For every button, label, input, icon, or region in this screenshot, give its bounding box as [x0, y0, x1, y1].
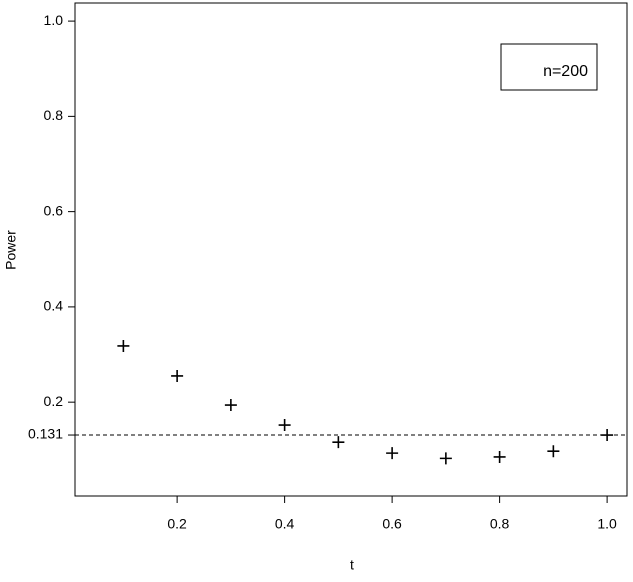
point: [117, 339, 130, 352]
x-axis-title: t: [350, 557, 354, 573]
plot-frame: [74, 2, 628, 497]
legend-text: n=200: [543, 63, 588, 80]
y-tick-label: 0.2: [44, 393, 64, 409]
point: [224, 399, 237, 412]
y-axis-title: Power: [3, 230, 19, 270]
point: [601, 429, 614, 442]
x-tick-label: 0.2: [167, 516, 187, 532]
point: [278, 419, 291, 432]
x-tick-label: 1.0: [597, 516, 617, 532]
point: [547, 445, 560, 458]
x-tick-label: 0.4: [275, 516, 295, 532]
y-tick-label: 0.6: [44, 202, 64, 218]
y-tick-label: 0.4: [44, 298, 64, 314]
legend-box: [500, 43, 598, 91]
point: [171, 369, 184, 382]
point: [439, 452, 452, 465]
point: [493, 450, 506, 463]
y-tick-label: 0.8: [44, 107, 64, 123]
point: [386, 447, 399, 460]
point: [332, 436, 345, 449]
y-tick-label: 1.0: [44, 12, 64, 28]
x-tick-label: 0.8: [490, 516, 510, 532]
x-tick-label: 0.6: [382, 516, 402, 532]
y-tick-label: 0.131: [28, 426, 63, 442]
